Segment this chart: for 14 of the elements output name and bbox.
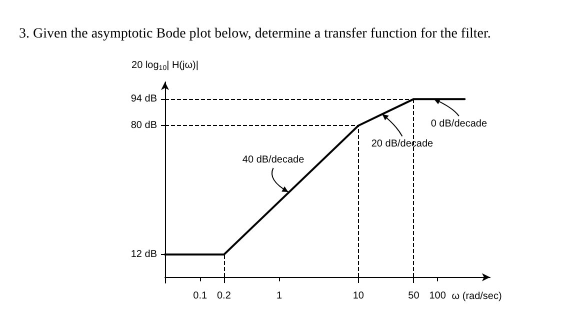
chart-title: 3. Given the asymptotic Bode plot below, determine a transfer function for the filter.: [19, 26, 491, 42]
annotation: 20 dB/decade: [371, 138, 434, 150]
x-tick-label: 10: [352, 290, 364, 302]
annotation: 0 dB/decade: [430, 118, 488, 130]
x-tick-label: 50: [408, 290, 420, 302]
x-axis-title: ω (rad/sec): [452, 290, 502, 302]
x-tick-label: 1: [276, 290, 282, 302]
y-tick-label: 80 dB: [130, 120, 158, 132]
annotation: 40 dB/decade: [242, 154, 305, 166]
y-tick-label: 12 dB: [130, 249, 158, 260]
y-tick-label: 94 dB: [130, 94, 158, 105]
x-tick-label: 0.1: [193, 290, 208, 302]
x-tick-label: 100: [429, 290, 446, 302]
x-tick-label: 0.2: [216, 290, 232, 302]
